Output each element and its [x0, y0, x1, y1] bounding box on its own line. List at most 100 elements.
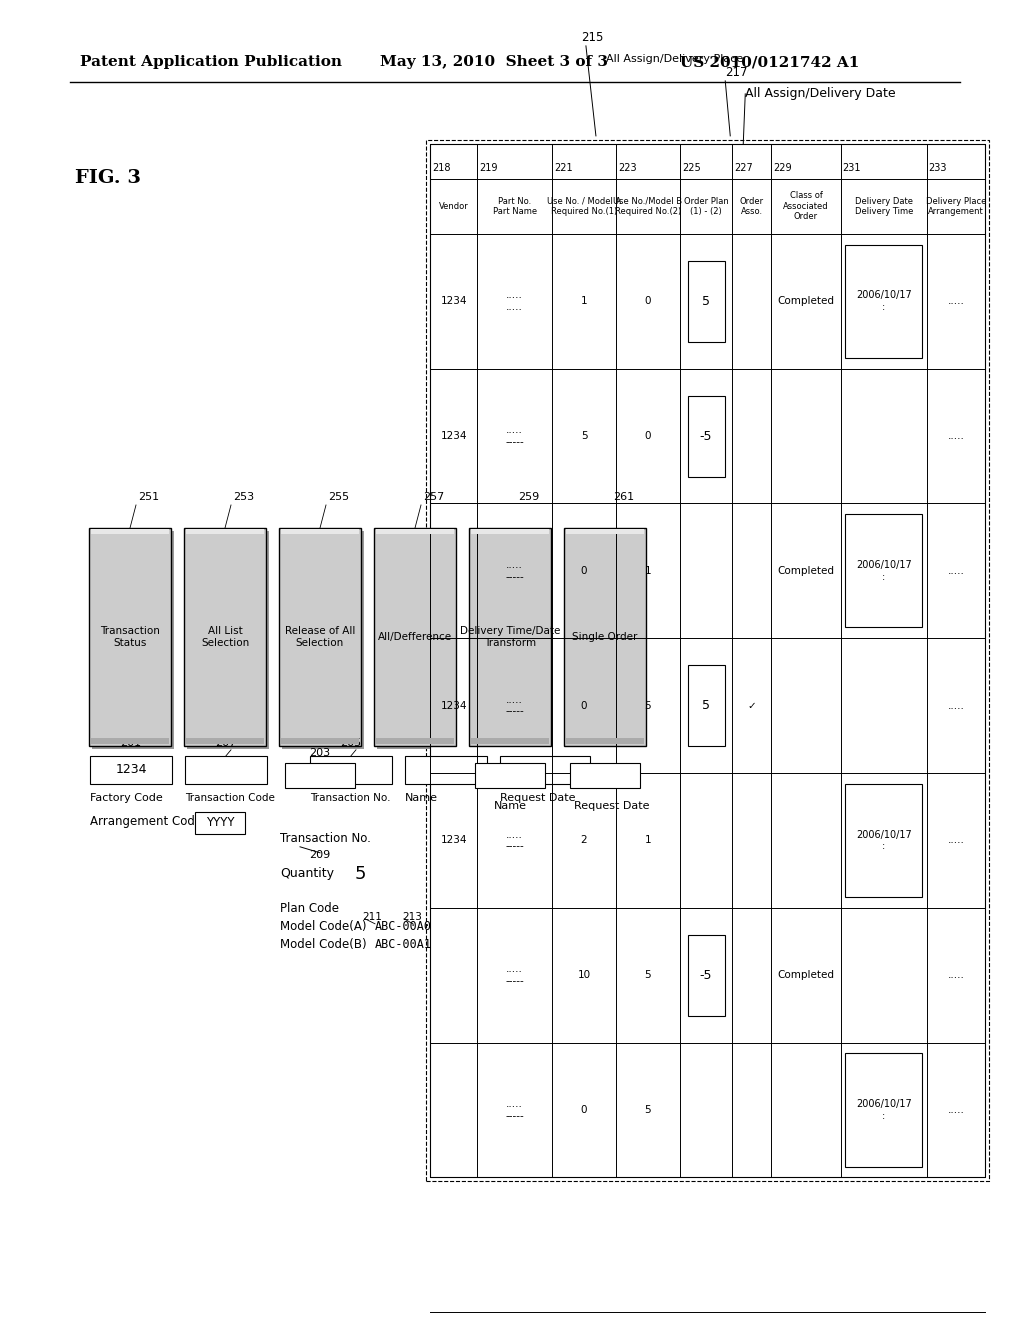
Bar — [406, 756, 487, 784]
Text: -5: -5 — [699, 969, 713, 982]
Text: 257: 257 — [423, 492, 444, 502]
Text: Completed: Completed — [777, 970, 835, 981]
Text: .....
-----: ..... ----- — [505, 830, 524, 851]
Text: Use No./Model B
Required No.(2): Use No./Model B Required No.(2) — [613, 197, 682, 216]
Bar — [475, 763, 545, 788]
Text: Request Date: Request Date — [574, 801, 650, 810]
Bar — [469, 528, 551, 746]
Text: Single Order: Single Order — [572, 632, 638, 642]
Text: .....
-----: ..... ----- — [505, 1100, 524, 1121]
Bar — [186, 738, 264, 743]
Text: Name: Name — [494, 801, 526, 810]
Text: 215: 215 — [581, 30, 603, 44]
Text: 221: 221 — [554, 162, 572, 173]
Text: 2006/10/17
:: 2006/10/17 : — [856, 560, 911, 582]
Text: .....
.....: ..... ..... — [506, 290, 523, 312]
Bar — [91, 529, 169, 535]
Text: Delivery Place
Arrangement: Delivery Place Arrangement — [926, 197, 986, 216]
Text: 209: 209 — [309, 850, 331, 859]
Bar — [845, 1053, 923, 1167]
Text: .....
-----: ..... ----- — [505, 694, 524, 717]
Text: 0: 0 — [644, 296, 651, 306]
Bar — [195, 812, 245, 834]
Bar — [184, 528, 266, 746]
Text: 5: 5 — [644, 701, 651, 710]
Text: 1234: 1234 — [440, 432, 467, 441]
Bar — [471, 738, 549, 743]
Text: .....
-----: ..... ----- — [505, 425, 524, 447]
Text: 218: 218 — [432, 162, 451, 173]
Bar — [187, 531, 269, 748]
Bar — [472, 531, 554, 748]
Text: Transaction
Status: Transaction Status — [100, 626, 160, 648]
Text: Delivery Time/Date
Transform: Delivery Time/Date Transform — [460, 626, 560, 648]
Text: Quantity: Quantity — [280, 867, 334, 880]
Text: 1234: 1234 — [440, 701, 467, 710]
Text: Part No.
Part Name: Part No. Part Name — [493, 197, 537, 216]
Bar — [845, 784, 923, 898]
Text: 233: 233 — [929, 162, 947, 173]
Text: 2006/10/17
:: 2006/10/17 : — [856, 1100, 911, 1121]
Text: 0: 0 — [644, 432, 651, 441]
Text: .....
-----: ..... ----- — [505, 560, 524, 582]
Text: .....: ..... — [947, 296, 965, 306]
Bar — [185, 756, 267, 784]
Text: 1234: 1234 — [116, 763, 146, 776]
Text: 225: 225 — [682, 162, 700, 173]
Text: 1: 1 — [581, 296, 588, 306]
Bar — [281, 529, 359, 535]
Bar — [376, 529, 454, 535]
Text: All List
Selection: All List Selection — [201, 626, 249, 648]
Text: 2: 2 — [581, 836, 588, 845]
Text: Class of
Associated
Order: Class of Associated Order — [783, 191, 828, 222]
Text: 231: 231 — [843, 162, 861, 173]
Bar — [279, 528, 361, 746]
Text: 2006/10/17
:: 2006/10/17 : — [856, 290, 911, 312]
Text: US 2010/0121742 A1: US 2010/0121742 A1 — [680, 55, 859, 69]
Text: -5: -5 — [699, 429, 713, 442]
Bar — [564, 528, 646, 746]
Text: 203: 203 — [309, 748, 331, 758]
Bar — [90, 756, 172, 784]
Text: Completed: Completed — [777, 566, 835, 576]
Bar — [688, 396, 725, 477]
Text: Patent Application Publication: Patent Application Publication — [80, 55, 342, 69]
Bar — [426, 140, 989, 1181]
Bar — [688, 935, 725, 1015]
Text: 261: 261 — [613, 492, 634, 502]
Text: 1: 1 — [644, 836, 651, 845]
Bar — [688, 665, 725, 746]
Text: 201: 201 — [121, 738, 141, 748]
Text: Delivery Date
Delivery Time: Delivery Date Delivery Time — [854, 197, 913, 216]
Text: ABC-00A0: ABC-00A0 — [375, 920, 432, 933]
Bar — [566, 738, 644, 743]
Text: .....: ..... — [947, 836, 965, 845]
Bar — [281, 738, 359, 743]
Text: YYYY: YYYY — [206, 816, 234, 829]
Text: 229: 229 — [773, 162, 792, 173]
Text: Request Date: Request Date — [500, 793, 575, 803]
Text: Plan Code: Plan Code — [280, 903, 339, 915]
Text: FIG. 3: FIG. 3 — [75, 169, 141, 187]
Bar — [285, 763, 355, 788]
Text: 0: 0 — [581, 1105, 587, 1115]
Text: Vendor: Vendor — [438, 202, 468, 211]
Text: 0: 0 — [581, 701, 587, 710]
Bar — [500, 756, 590, 784]
Text: 5: 5 — [702, 294, 710, 308]
Bar — [845, 244, 923, 358]
Text: 5: 5 — [644, 970, 651, 981]
Text: .....: ..... — [947, 701, 965, 710]
Bar — [570, 763, 640, 788]
Text: 259: 259 — [518, 492, 540, 502]
Text: 223: 223 — [617, 162, 637, 173]
Text: 253: 253 — [233, 492, 254, 502]
Text: All/Defference: All/Defference — [378, 632, 452, 642]
Bar — [566, 529, 644, 535]
Text: 255: 255 — [328, 492, 349, 502]
Text: Use No. / Model A
Required No.(1): Use No. / Model A Required No.(1) — [547, 197, 622, 216]
Text: 0: 0 — [581, 566, 587, 576]
Text: Transaction No.: Transaction No. — [280, 833, 371, 845]
Text: 5: 5 — [702, 700, 710, 713]
Text: 213: 213 — [402, 912, 422, 921]
